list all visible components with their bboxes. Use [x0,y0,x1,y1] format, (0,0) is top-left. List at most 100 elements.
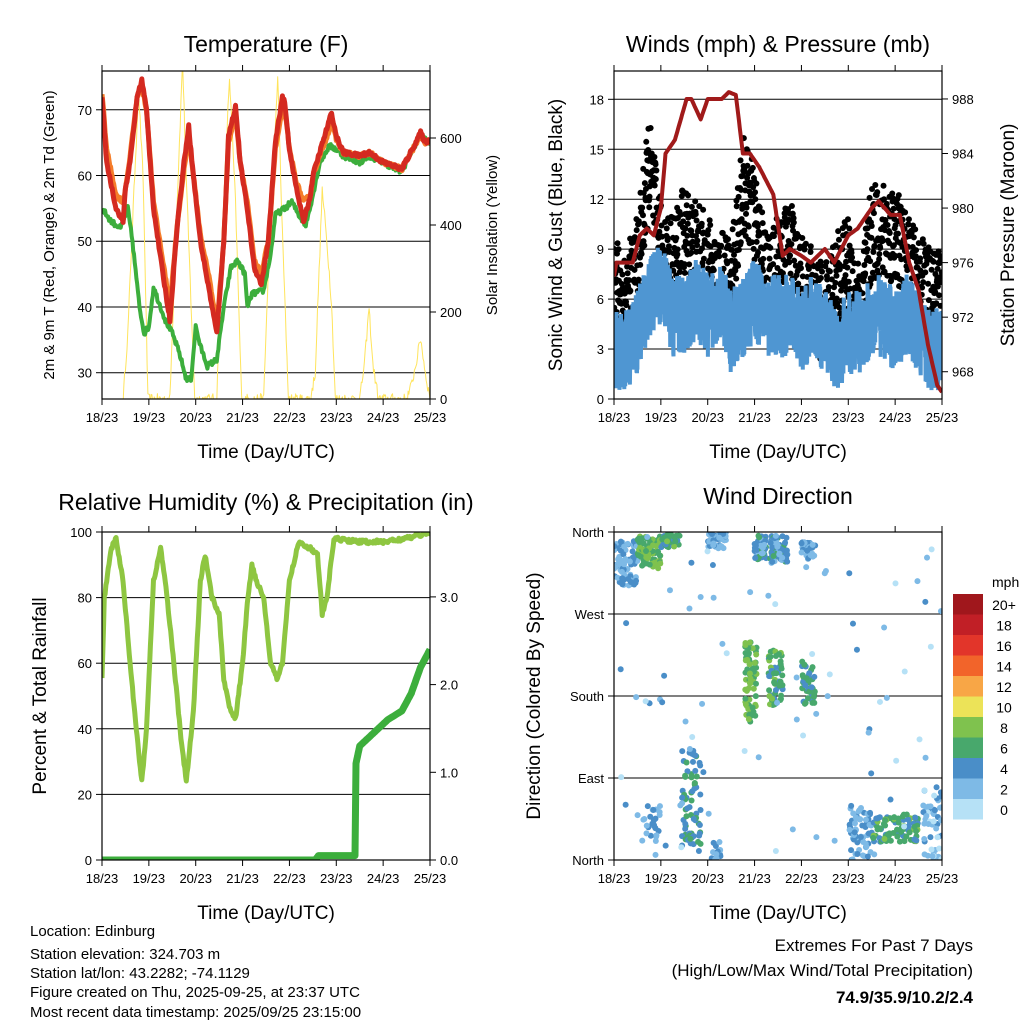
direction-point [928,846,935,853]
gust-point [626,277,633,284]
direction-point [931,807,938,814]
direction-point [720,545,727,552]
x-tick-label: 18/23 [598,871,631,886]
direction-point [798,540,805,547]
direction-point [809,541,816,548]
extremes-values: 74.9/35.9/10.2/2.4 [836,988,974,1007]
direction-point [802,699,809,706]
gust-point [849,268,856,275]
y-tick-label: East [578,771,604,786]
gust-point [696,203,703,210]
direction-point [623,620,630,627]
y2-tick-label: 0.0 [440,853,458,868]
direction-point [883,694,890,701]
humidity-ylabel: Percent & Total Rainfall [30,597,51,794]
gust-point [829,291,836,298]
direction-point [749,645,756,652]
gust-point [855,260,862,267]
direction-point [766,687,773,694]
gust-point [910,234,917,241]
direction-point [800,732,807,739]
gust-point [741,227,748,234]
gust-point [760,255,767,262]
direction-point [683,813,690,820]
direction-point [682,820,689,827]
direction-point [633,694,640,701]
direction-point [716,534,723,541]
gust-point [925,297,932,304]
gust-point [919,236,926,243]
gust-point [641,180,648,187]
gust-point [738,216,745,223]
direction-point [715,545,722,552]
gust-point [704,231,711,238]
winds-title: Winds (mph) & Pressure (mb) [626,31,930,57]
direction-point [752,554,759,561]
direction-point [750,685,757,692]
direction-point [659,699,666,706]
direction-point [938,856,942,860]
direction-point [921,851,928,858]
direction-point [802,682,809,689]
direction-point [921,787,928,794]
y-tick-label: West [575,607,605,622]
direction-point [893,757,900,764]
direction-point [774,699,781,706]
gust-point [786,259,793,266]
direction-point [687,835,694,842]
gust-point [729,226,736,233]
gust-point [833,272,840,279]
direction-point [746,684,753,691]
direction-point [862,816,869,823]
legend-swatch [953,696,983,717]
plot-frame [101,531,431,861]
x-tick-label: 24/23 [367,410,400,425]
direction-point [855,808,862,815]
temperature-y2label: Solar Insolation (Yellow) [484,155,501,315]
direction-point [882,822,889,829]
legend-label: 14 [996,659,1012,675]
gust-point [870,249,877,256]
x-tick-label: 23/23 [320,871,353,886]
gust-point [750,245,757,252]
gust-point [715,248,722,255]
y-tick-label: 70 [78,103,92,118]
gust-point [846,225,853,232]
direction-point [650,807,657,814]
legend-label: 12 [996,679,1012,695]
gust-point [694,237,701,244]
gust-point [883,200,890,207]
gust-point [862,239,869,246]
gust-point [735,193,742,200]
gust-point [681,269,688,276]
gust-point [767,244,774,251]
direction-point [697,791,704,798]
gust-point [895,192,902,199]
direction-point [666,587,673,594]
gust-point [663,225,670,232]
temperature-2m-line [102,76,430,335]
y-tick-label: South [570,689,604,704]
direction-point [746,711,753,718]
direction-point [641,560,648,567]
gust-point [652,176,659,183]
x-tick-label: 22/23 [273,871,306,886]
direction-point [692,767,699,774]
gust-point [915,240,922,247]
gust-point [902,209,909,216]
direction-point [716,839,723,846]
y-tick-label: 60 [78,656,92,671]
gust-point [832,242,839,249]
gust-point [801,246,808,253]
gust-point [802,240,809,247]
gust-point [680,218,687,225]
gust-point [685,192,692,199]
direction-point [933,784,940,791]
x-tick-label: 24/23 [879,871,912,886]
direction-point [671,543,678,550]
panel-3: 18/23 19/23 20/23 21/23 22/23 23/23 24/23 25/23… [570,525,958,886]
direction-point [937,817,942,824]
direction-point [928,546,935,553]
gust-point [699,245,706,252]
legend-swatch [953,594,983,615]
